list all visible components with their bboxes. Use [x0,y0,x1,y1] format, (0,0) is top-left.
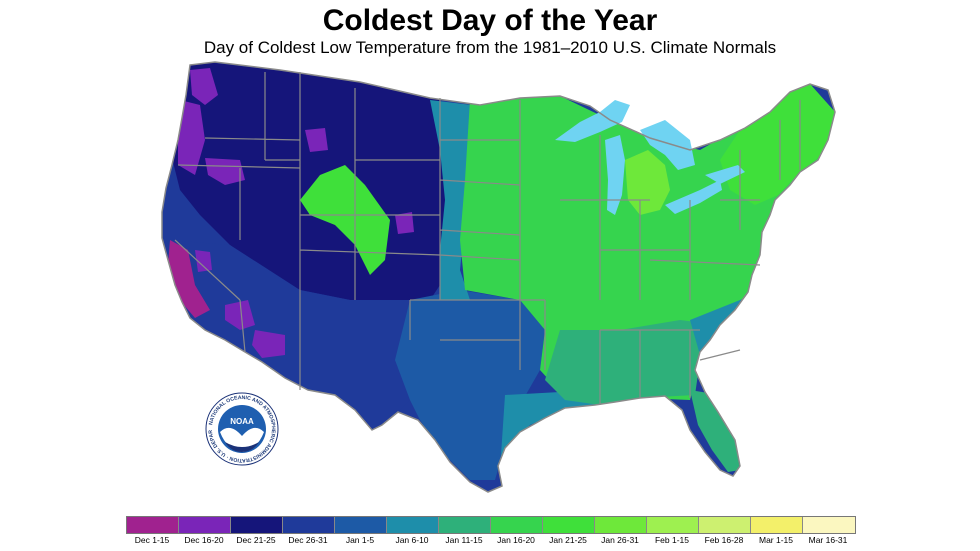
legend-swatch [283,517,335,533]
legend-swatch [439,517,491,533]
region-pacific-nw-coast [178,100,205,175]
region-rockies-peaks [300,165,390,275]
legend-label: Dec 1-15 [134,535,170,545]
lake-ontario [705,165,745,184]
region-southern-plains [395,290,545,480]
legend-swatch [335,517,387,533]
legend-swatch [231,517,283,533]
map-title: Coldest Day of the Year [322,4,658,37]
region-colorado-patch [395,212,414,234]
legend-label: Jan 21-25 [549,535,587,545]
legend-swatch [127,517,179,533]
lake-michigan [605,135,625,215]
region-idaho-patch [305,128,328,152]
legend-swatch [647,517,699,533]
legend-label: Feb 16-28 [704,535,744,545]
legend-label: Dec 26-31 [288,535,328,545]
region-florida [690,390,740,472]
legend-swatch [387,517,439,533]
legend-swatches [126,516,856,534]
legend-swatch [179,517,231,533]
region-arizona-patch [225,300,255,330]
great-lakes [555,100,745,215]
region-southeast [545,320,720,405]
legend-label: Jan 16-20 [497,535,535,545]
map-subtitle: Day of Coldest Low Temperature from the … [203,38,777,57]
noaa-logo-text: NOAA [230,417,254,426]
legend-labels: Dec 1-15 Dec 16-20 Dec 21-25 Dec 26-31 Jan 1… [126,535,854,545]
legend-label: Jan 11-15 [445,535,483,545]
legend-swatch [803,517,855,533]
legend-label: Mar 1-15 [758,535,793,545]
legend-label: Dec 16-20 [184,535,224,545]
us-outline [161,61,836,493]
lake-erie [665,180,722,214]
legend-label: Dec 21-25 [236,535,276,545]
region-arizona-patch-2 [252,330,285,358]
legend-label: Feb 1-15 [654,535,690,545]
legend-swatch [751,517,803,533]
region-southwest [170,240,440,430]
region-gulf-texas [500,392,600,470]
noaa-wave-icon [225,442,259,452]
region-washington-coast [190,68,218,105]
legend-swatch [491,517,543,533]
legend-label: Jan 26-31 [601,535,639,545]
legend-swatch [699,517,751,533]
legend-label: Mar 16-31 [808,535,848,545]
legend-label: Jan 1-5 [345,535,375,545]
legend-label: Jan 6-10 [395,535,429,545]
region-oregon-interior [205,158,245,185]
legend-swatch [543,517,595,533]
region-michigan [625,150,670,215]
state-borders [174,72,801,405]
lake-superior [555,100,630,142]
legend-swatch [595,517,647,533]
lake-huron [640,120,695,170]
region-northeast [720,84,835,205]
noaa-logo: NATIONAL OCEANIC AND ATMOSPHERIC ADMINIS… [205,392,279,466]
region-nevada-patch [195,250,212,272]
